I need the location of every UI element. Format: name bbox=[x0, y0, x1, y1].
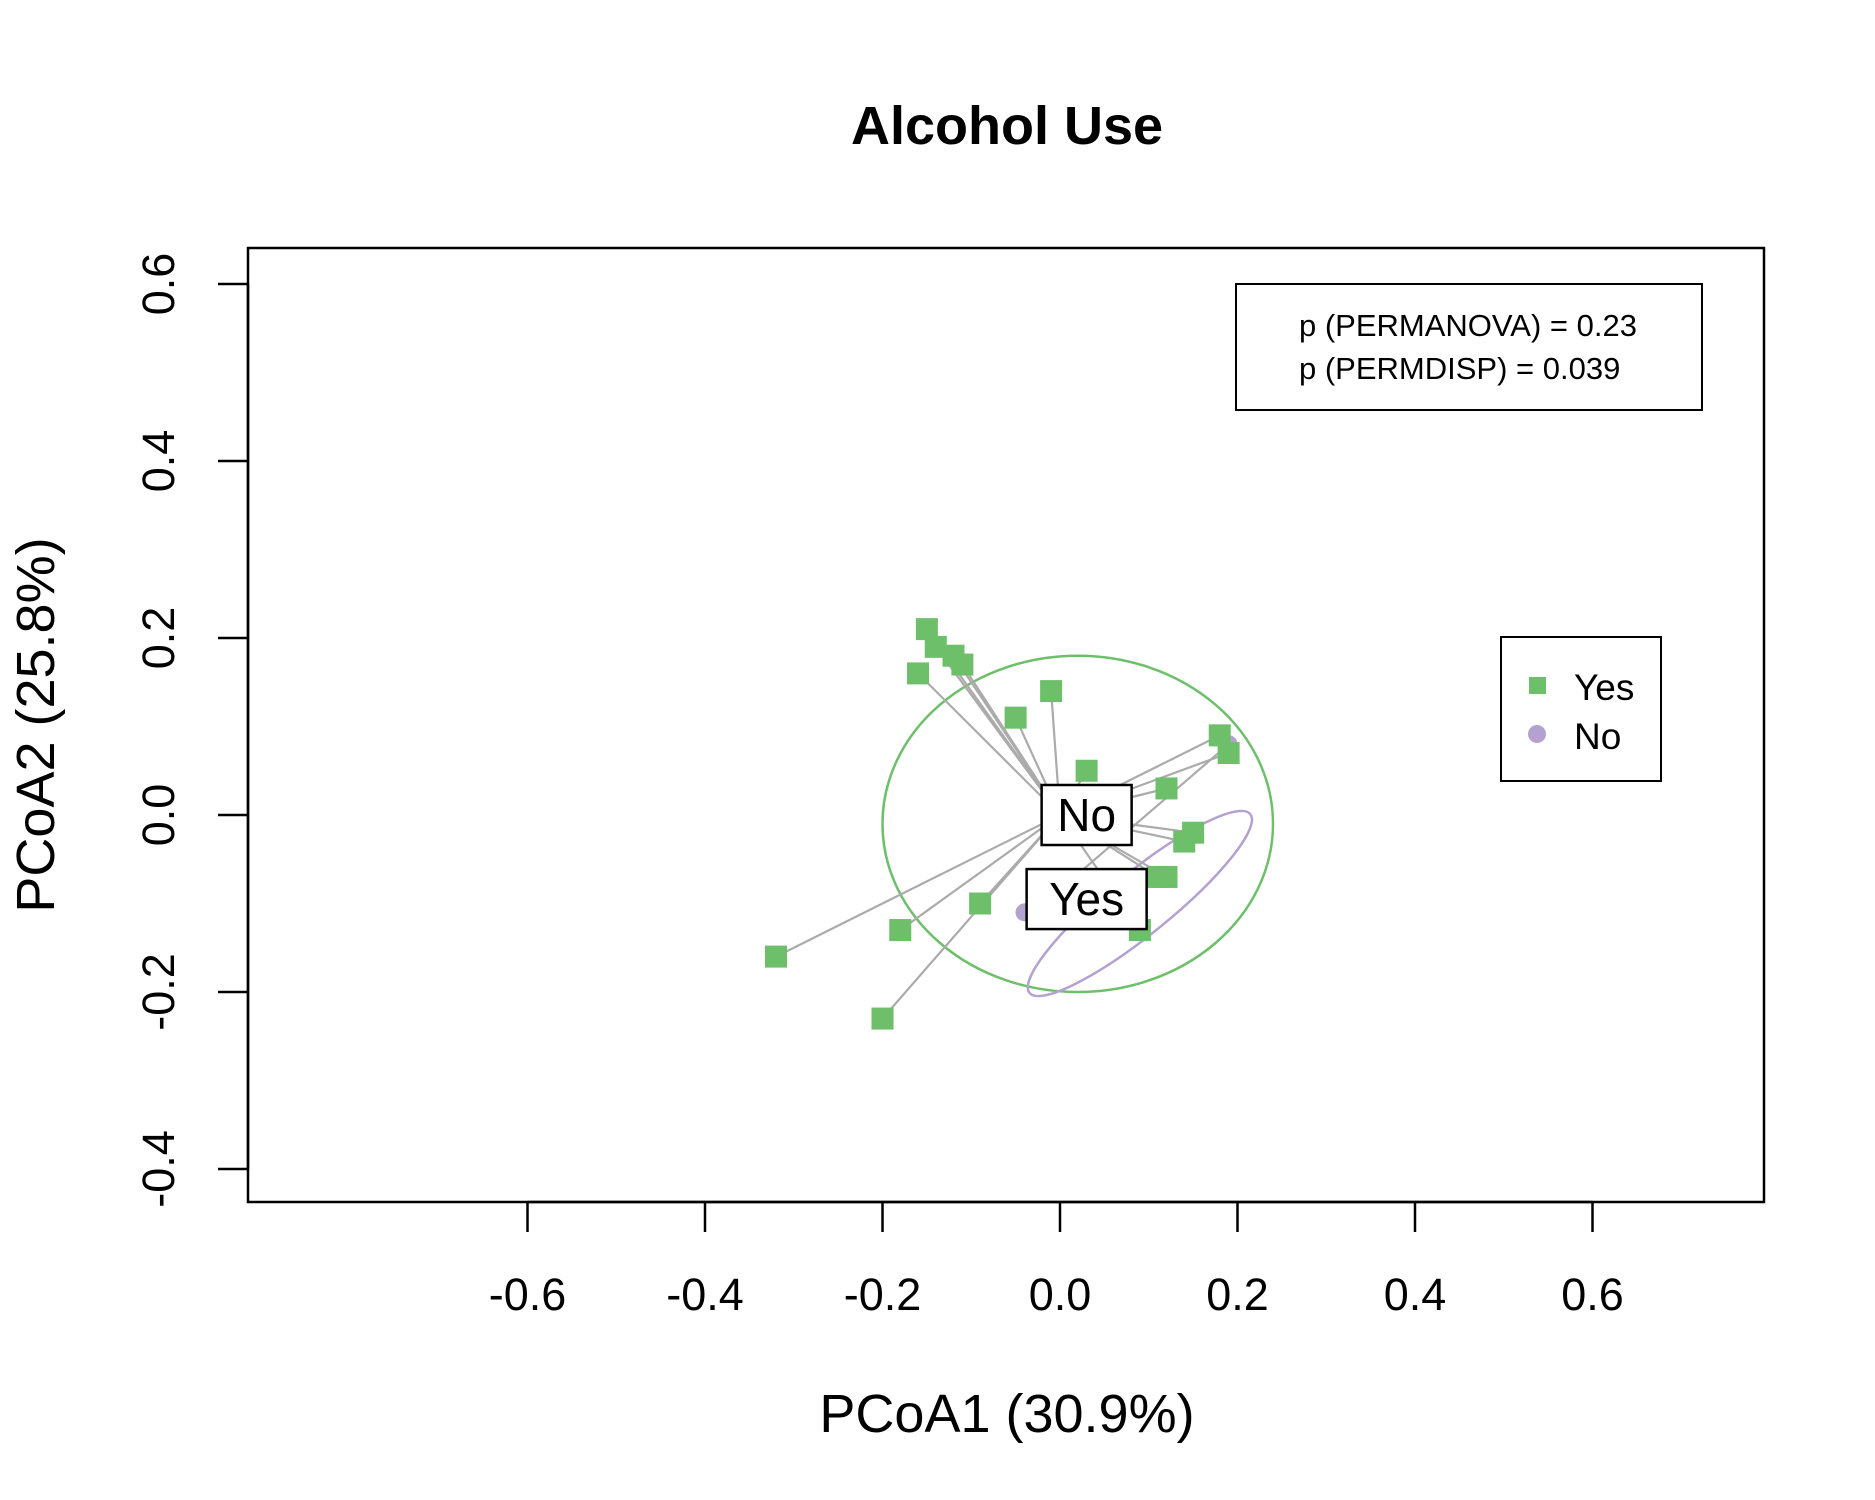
permanova-p-value: p (PERMANOVA) = 0.23 bbox=[1299, 308, 1637, 343]
point-yes bbox=[871, 1007, 894, 1030]
legend-frame bbox=[1500, 636, 1662, 782]
point-yes bbox=[1004, 706, 1027, 729]
y-tick-label: -0.4 bbox=[133, 1130, 184, 1208]
y-tick-label: 0.0 bbox=[133, 784, 184, 847]
spoke-yes bbox=[899, 814, 1061, 931]
centroid-label-yes: Yes bbox=[1025, 867, 1148, 931]
x-axis-label: PCoA1 (30.9%) bbox=[819, 1384, 1194, 1444]
centroid-label-box bbox=[1040, 783, 1133, 847]
centroid-labels: No Yes bbox=[1025, 783, 1148, 931]
x-tick-label: 0.4 bbox=[1384, 1269, 1447, 1320]
ellipse-yes bbox=[881, 654, 1275, 994]
point-yes bbox=[969, 892, 992, 915]
point-yes bbox=[1173, 830, 1196, 853]
legend-label-yes: Yes bbox=[1574, 667, 1634, 708]
point-yes bbox=[1217, 742, 1240, 765]
stats-box: p (PERMANOVA) = 0.23 p (PERMDISP) = 0.03… bbox=[1235, 283, 1703, 411]
spoke-yes bbox=[775, 814, 1061, 958]
y-tick-label: 0.4 bbox=[133, 430, 184, 493]
spoke-yes bbox=[881, 814, 1061, 1020]
x-tick-label: 0.6 bbox=[1561, 1269, 1624, 1320]
x-axis: -0.6 -0.4 -0.2 0.0 0.2 0.4 0.6 bbox=[489, 1200, 1624, 1320]
point-yes bbox=[1155, 865, 1178, 888]
x-tick-label: -0.6 bbox=[489, 1269, 567, 1320]
centroid-label-box bbox=[1025, 867, 1148, 931]
y-axis-label: PCoA2 (25.8%) bbox=[6, 537, 66, 912]
spoke-yes bbox=[917, 672, 1061, 816]
point-yes bbox=[889, 919, 912, 942]
y-tick-label: 0.2 bbox=[133, 607, 184, 670]
point-yes bbox=[924, 635, 947, 658]
point-yes bbox=[907, 662, 929, 685]
legend-swatch-no bbox=[1528, 725, 1546, 743]
point-yes bbox=[915, 618, 938, 641]
y-tick-label: 0.6 bbox=[133, 253, 184, 316]
permdisp-p-value: p (PERMDISP) = 0.039 bbox=[1299, 351, 1620, 386]
x-tick-label: -0.2 bbox=[844, 1269, 922, 1320]
chart-title: Alcohol Use bbox=[851, 96, 1163, 156]
y-axis: -0.4 -0.2 0.0 0.2 0.4 0.6 bbox=[133, 253, 250, 1208]
point-yes bbox=[1075, 759, 1098, 782]
stats-box-frame bbox=[1235, 283, 1703, 411]
x-tick-label: 0.2 bbox=[1206, 1269, 1269, 1320]
data-points bbox=[765, 618, 1240, 1030]
point-yes bbox=[1208, 724, 1231, 747]
centroid-label-text: Yes bbox=[1049, 873, 1124, 925]
point-yes bbox=[951, 653, 974, 676]
centroid-label-text: No bbox=[1057, 789, 1116, 841]
x-tick-label: -0.4 bbox=[666, 1269, 744, 1320]
point-yes bbox=[1155, 777, 1178, 800]
legend-label-no: No bbox=[1574, 716, 1621, 757]
centroid-spokes bbox=[775, 628, 1230, 1020]
x-tick-label: 0.0 bbox=[1029, 1269, 1092, 1320]
point-yes bbox=[1040, 680, 1063, 703]
legend-swatch-yes bbox=[1529, 677, 1546, 694]
legend: Yes No bbox=[1500, 636, 1662, 782]
y-tick-label: -0.2 bbox=[133, 953, 184, 1031]
point-yes bbox=[765, 945, 787, 968]
centroid-label-no: No bbox=[1040, 783, 1133, 847]
